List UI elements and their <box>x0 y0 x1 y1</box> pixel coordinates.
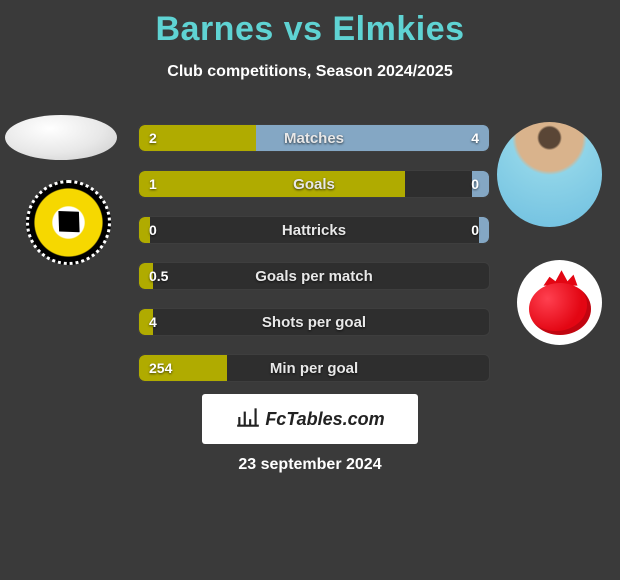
stat-row: 0.5Goals per match <box>138 262 490 290</box>
subtitle: Club competitions, Season 2024/2025 <box>0 63 620 81</box>
stat-bar-left <box>139 171 405 197</box>
stat-row: 24Matches <box>138 124 490 152</box>
stat-bar-right <box>256 125 489 151</box>
stat-bar-left <box>139 217 150 243</box>
club-left-badge <box>26 180 111 265</box>
stat-value-left: 1 <box>149 171 157 197</box>
stat-value-left: 0 <box>149 217 157 243</box>
footer-date: 23 september 2024 <box>0 456 620 474</box>
player-right-avatar <box>497 122 602 227</box>
stat-value-right: 4 <box>471 125 479 151</box>
stat-value-left: 254 <box>149 355 172 381</box>
stat-value-right: 0 <box>471 171 479 197</box>
footer-logo-text: FcTables.com <box>265 409 384 430</box>
stat-row: 254Min per goal <box>138 354 490 382</box>
page-title: Barnes vs Elmkies <box>0 0 620 49</box>
club-right-badge <box>517 260 602 345</box>
player-left-avatar <box>5 115 117 160</box>
bar-chart-icon <box>235 404 261 435</box>
fctables-logo: FcTables.com <box>202 394 418 444</box>
comparison-card: Barnes vs Elmkies Club competitions, Sea… <box>0 0 620 580</box>
stat-value-left: 0.5 <box>149 263 168 289</box>
stat-label: Goals per match <box>139 263 489 289</box>
stat-value-right: 0 <box>471 217 479 243</box>
stat-value-left: 2 <box>149 125 157 151</box>
stat-row: 10Goals <box>138 170 490 198</box>
stat-row: 0 0Hattricks <box>138 216 490 244</box>
stat-bar-right <box>479 217 490 243</box>
stats-bars: 24Matches10Goals00Hattricks0.5Goals per … <box>138 124 490 400</box>
stat-row: 4Shots per goal <box>138 308 490 336</box>
stat-label: Shots per goal <box>139 309 489 335</box>
stat-label: Hattricks <box>139 217 489 243</box>
stat-value-left: 4 <box>149 309 157 335</box>
